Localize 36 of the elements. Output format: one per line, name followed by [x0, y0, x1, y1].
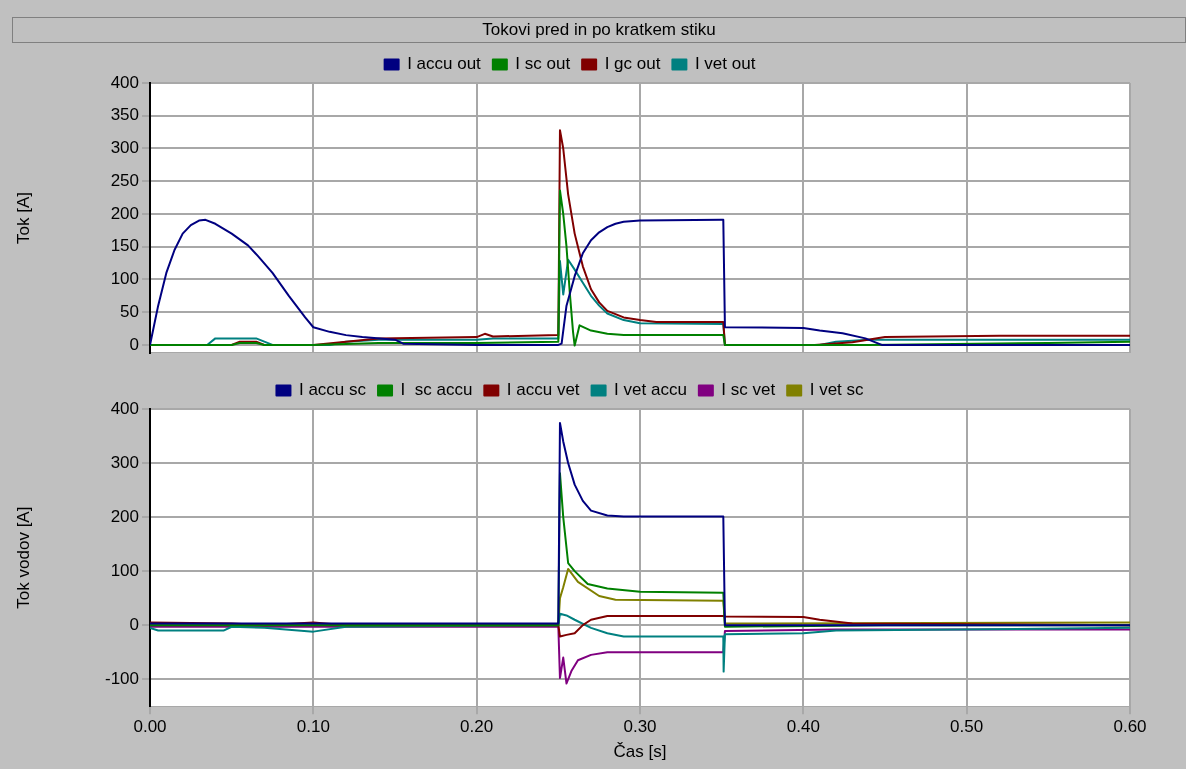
y-tick-label: 300 [110, 452, 139, 472]
y-tick-label: 0 [129, 614, 139, 634]
legend-label: I vet out [694, 54, 756, 74]
y-tick-label: 200 [110, 203, 139, 223]
y-tick-label: 250 [110, 170, 139, 190]
x-tick-label: 0.60 [1113, 717, 1147, 737]
x-axis-title: Čas [s] [613, 742, 667, 762]
y-tick-label: 300 [110, 138, 139, 158]
y-tick-label: 100 [110, 560, 139, 580]
y-tick-label: 200 [110, 506, 139, 526]
legend-label: I vet sc [809, 380, 865, 400]
legend-label: I vet accu [614, 380, 687, 400]
legend-label: I sc out [515, 54, 571, 74]
legend-label: I sc vet [721, 380, 776, 400]
legend-label: I accu out [407, 54, 482, 74]
chart-title: Tokovi pred in po kratkem stiku [12, 17, 1186, 43]
legend-label: I accu sc [298, 380, 367, 400]
y-tick-label: 100 [110, 269, 139, 289]
y-tick-label: 400 [110, 72, 139, 92]
y-tick-label: 150 [110, 236, 139, 256]
x-tick-label: 0.10 [296, 717, 330, 737]
x-tick-label: 0.00 [133, 717, 167, 737]
x-tick-label: 0.20 [460, 717, 494, 737]
y-axis-title: Tok [A] [13, 191, 33, 244]
legend-label: I sc accu [400, 380, 473, 400]
y-axis-title: Tok vodov [A] [13, 506, 33, 609]
y-tick-label: 350 [110, 105, 139, 125]
y-tick-label: 50 [120, 301, 139, 321]
legend-label: I accu vet [506, 380, 580, 400]
y-tick-label: -100 [104, 668, 139, 688]
x-tick-label: 0.30 [623, 717, 657, 737]
x-tick-label: 0.50 [950, 717, 984, 737]
y-tick-label: 400 [110, 398, 139, 418]
y-tick-label: 0 [129, 334, 139, 354]
legend-label: I gc out [604, 54, 661, 74]
x-tick-label: 0.40 [786, 717, 820, 737]
